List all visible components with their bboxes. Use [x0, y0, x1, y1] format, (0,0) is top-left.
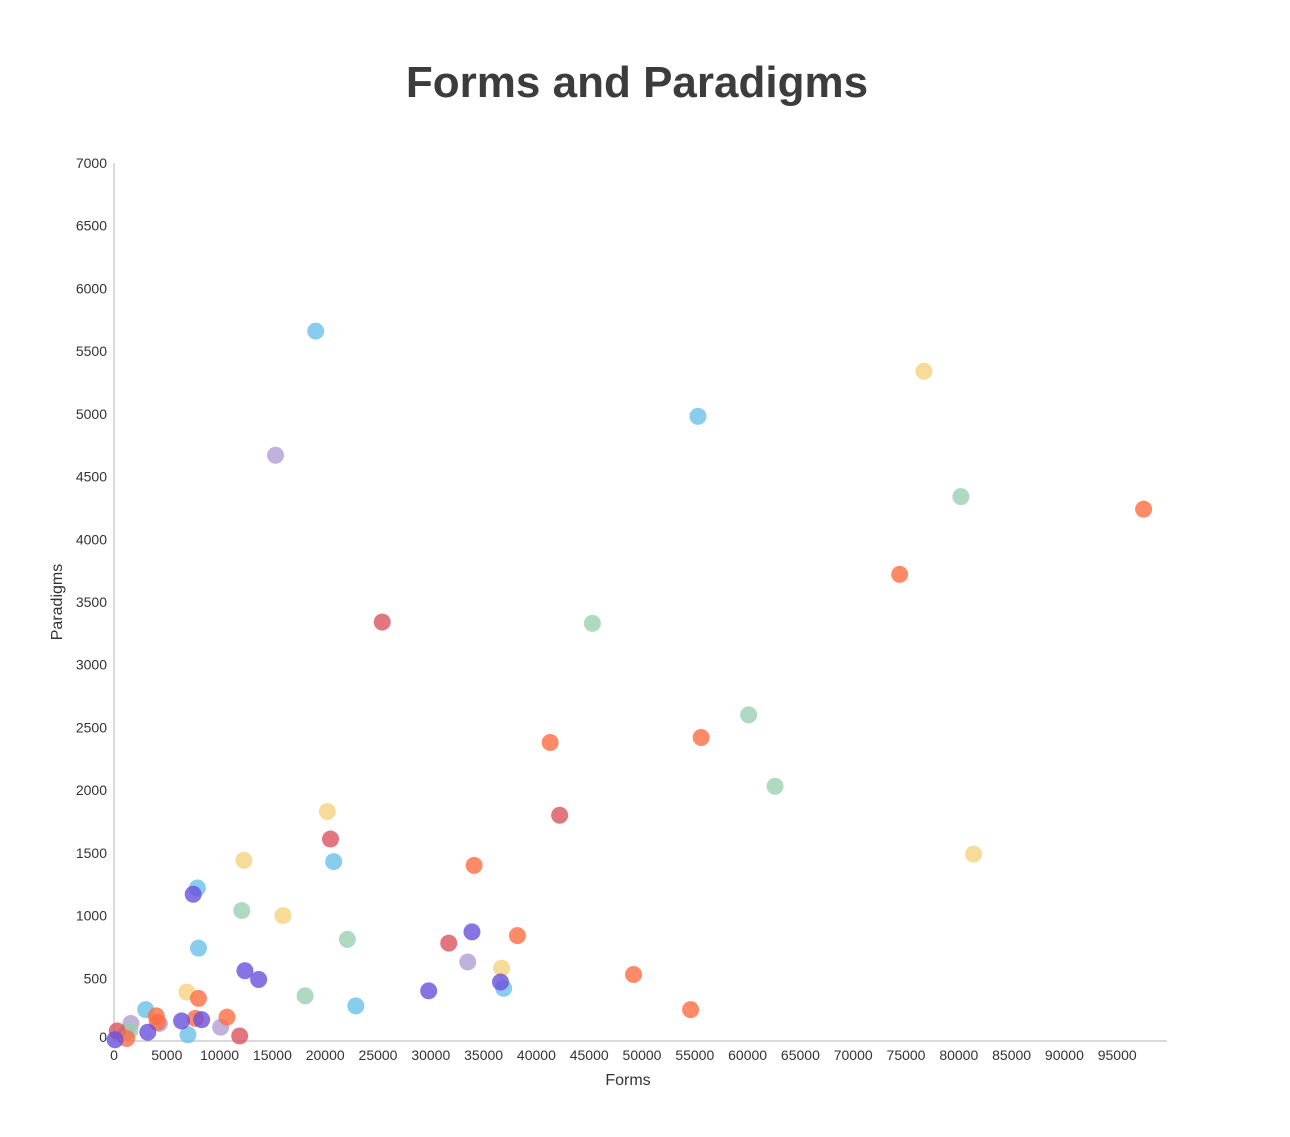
y-tick-label: 3500	[76, 594, 107, 610]
data-point[interactable]	[267, 446, 285, 464]
y-tick-label: 2000	[76, 782, 107, 798]
x-tick-label: 85000	[992, 1047, 1031, 1063]
data-point[interactable]	[139, 1023, 157, 1041]
y-tick-label: 6500	[76, 218, 107, 234]
x-tick-label: 25000	[359, 1047, 398, 1063]
x-tick-label: 60000	[728, 1047, 767, 1063]
y-tick-label: 2500	[76, 719, 107, 735]
data-point[interactable]	[235, 851, 253, 869]
chart-title: Forms and Paradigms	[406, 58, 868, 107]
data-point[interactable]	[692, 728, 710, 746]
y-tick-label: 1500	[76, 845, 107, 861]
x-tick-label: 30000	[411, 1047, 450, 1063]
y-axis-ticks: 0 500 1000 1500 2000 2500 3000 3500 4000 4500 5000…	[76, 155, 107, 1045]
data-point[interactable]	[491, 973, 509, 991]
data-point[interactable]	[420, 982, 438, 1000]
data-point[interactable]	[218, 1008, 236, 1026]
x-tick-label: 90000	[1045, 1047, 1084, 1063]
data-point[interactable]	[459, 953, 477, 971]
scatter-points	[106, 322, 1153, 1049]
data-point[interactable]	[106, 1031, 124, 1049]
data-point[interactable]	[891, 565, 909, 583]
data-point[interactable]	[952, 488, 970, 506]
data-point[interactable]	[740, 706, 758, 724]
x-tick-label: 35000	[464, 1047, 503, 1063]
y-tick-label: 500	[84, 970, 108, 986]
data-point[interactable]	[551, 806, 569, 824]
data-point[interactable]	[179, 1026, 197, 1044]
data-point[interactable]	[508, 927, 526, 945]
x-tick-label: 95000	[1098, 1047, 1137, 1063]
data-point[interactable]	[915, 362, 933, 380]
x-tick-label: 50000	[623, 1047, 662, 1063]
x-axis-title: Forms	[605, 1072, 650, 1089]
x-tick-label: 40000	[517, 1047, 556, 1063]
data-point[interactable]	[465, 856, 483, 874]
data-point[interactable]	[493, 959, 511, 977]
x-tick-label: 65000	[781, 1047, 820, 1063]
x-tick-label: 70000	[834, 1047, 873, 1063]
data-point[interactable]	[318, 802, 336, 820]
data-point[interactable]	[325, 853, 343, 871]
data-point[interactable]	[189, 989, 207, 1007]
x-tick-label: 80000	[939, 1047, 978, 1063]
data-point[interactable]	[682, 1001, 700, 1019]
data-point[interactable]	[184, 885, 202, 903]
data-point[interactable]	[274, 907, 292, 925]
x-tick-label: 15000	[253, 1047, 292, 1063]
y-tick-label: 1000	[76, 908, 107, 924]
x-tick-label: 5000	[151, 1047, 182, 1063]
data-point[interactable]	[583, 614, 601, 632]
data-point[interactable]	[373, 613, 391, 631]
data-point[interactable]	[347, 997, 365, 1015]
data-point[interactable]	[231, 1027, 249, 1045]
data-point[interactable]	[463, 923, 481, 941]
data-point[interactable]	[440, 934, 458, 952]
data-point[interactable]	[965, 845, 983, 863]
data-point[interactable]	[766, 777, 784, 795]
data-point[interactable]	[307, 322, 325, 340]
data-point[interactable]	[321, 830, 339, 848]
x-tick-label: 75000	[887, 1047, 926, 1063]
x-tick-label: 55000	[675, 1047, 714, 1063]
data-point[interactable]	[541, 733, 559, 751]
data-point[interactable]	[625, 966, 643, 984]
data-point[interactable]	[250, 971, 268, 989]
data-point[interactable]	[233, 902, 251, 920]
y-tick-label: 5500	[76, 343, 107, 359]
x-tick-label: 45000	[570, 1047, 609, 1063]
y-tick-label: 4000	[76, 531, 107, 547]
data-point[interactable]	[189, 939, 207, 957]
data-point[interactable]	[193, 1011, 211, 1029]
data-point[interactable]	[338, 930, 356, 948]
y-tick-label: 0	[99, 1029, 107, 1045]
x-tick-label: 10000	[200, 1047, 239, 1063]
y-axis-title: Paradigms	[49, 564, 66, 640]
y-tick-label: 4500	[76, 469, 107, 485]
data-point[interactable]	[236, 962, 254, 980]
data-point[interactable]	[173, 1012, 191, 1030]
y-tick-label: 6000	[76, 280, 107, 296]
x-tick-label: 0	[110, 1047, 118, 1063]
y-tick-label: 3000	[76, 657, 107, 673]
y-tick-label: 5000	[76, 406, 107, 422]
data-point[interactable]	[296, 987, 314, 1005]
x-axis-ticks: 0 5000 10000 15000 20000 25000 30000 35000 40000…	[110, 1047, 1137, 1063]
data-point[interactable]	[689, 407, 707, 425]
x-tick-label: 20000	[306, 1047, 345, 1063]
data-point[interactable]	[1135, 500, 1153, 518]
y-tick-label: 7000	[76, 155, 107, 171]
